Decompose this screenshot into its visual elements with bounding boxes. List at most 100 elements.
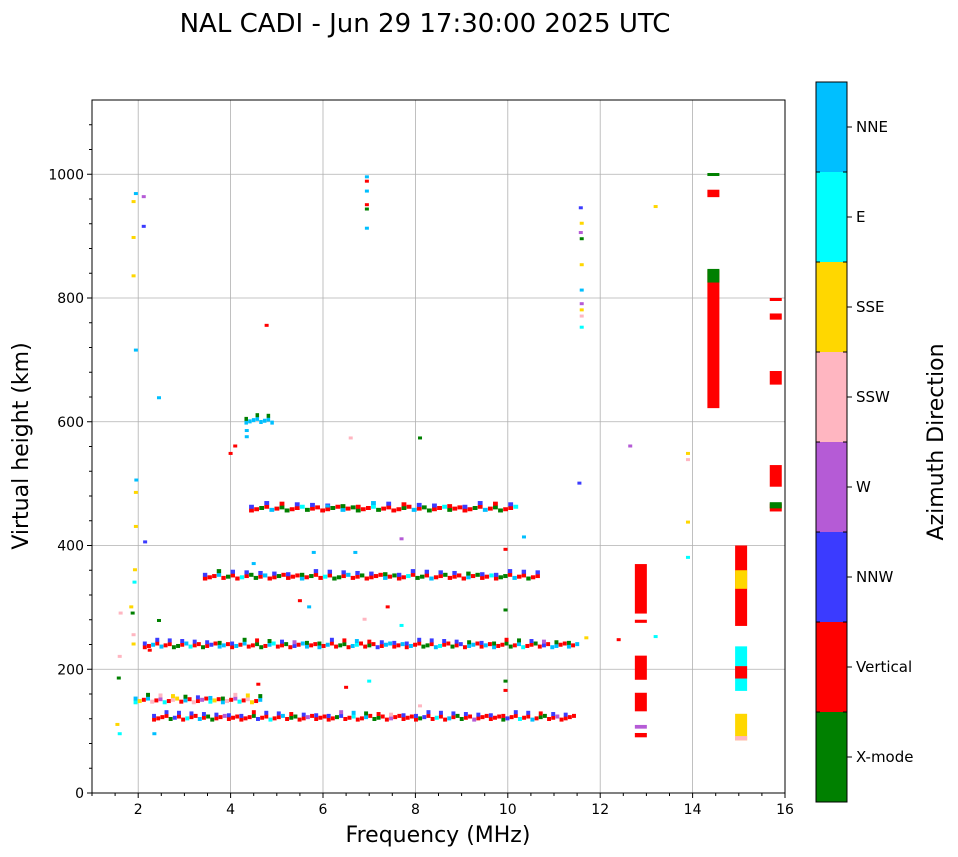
- echo-mark: [384, 717, 389, 722]
- echo-mark: [364, 715, 369, 720]
- echo-mark: [212, 698, 217, 703]
- echo-point: [244, 429, 249, 433]
- echo-mark: [438, 570, 443, 575]
- echo-mark: [341, 570, 346, 575]
- echo-mark: [359, 716, 364, 721]
- echo-mark: [386, 505, 392, 510]
- echo-mark: [482, 507, 488, 512]
- colorbar: X-mode Vertical NNW W SSW SSE E NNE: [815, 81, 913, 803]
- echo-mark: [414, 713, 418, 718]
- echo-mark: [537, 644, 542, 649]
- echo-mark: [239, 717, 244, 722]
- echo-mark: [367, 639, 372, 644]
- echo-mark: [559, 717, 564, 722]
- colorbar-label-x-mode: X-mode: [856, 748, 913, 766]
- echo-mark: [433, 575, 439, 580]
- echo-mark: [422, 715, 427, 720]
- echo-mark: [280, 643, 284, 648]
- echo-point: [364, 175, 369, 179]
- echo-mark: [163, 643, 168, 648]
- echo-mark: [185, 716, 190, 721]
- echo-mark: [406, 574, 411, 579]
- echo-mark: [551, 712, 556, 717]
- echo-mark: [542, 713, 547, 718]
- echo-mark: [479, 644, 484, 649]
- echo-mark: [305, 715, 310, 720]
- echo-mark: [162, 700, 167, 705]
- echo-mark: [301, 712, 306, 717]
- echo-mark: [288, 645, 293, 650]
- echo-mark: [247, 715, 252, 720]
- echo-point: [133, 524, 138, 528]
- echo-mark: [280, 639, 284, 644]
- echo-mark: [433, 645, 438, 650]
- echo-mark: [318, 575, 323, 580]
- echo-mark: [158, 697, 163, 702]
- echo-column: [707, 173, 720, 177]
- echo-column: [769, 371, 782, 385]
- echo-mark: [216, 697, 221, 702]
- echo-mark: [466, 575, 471, 580]
- colorbar-segment: [816, 172, 847, 262]
- echo-mark: [250, 643, 255, 648]
- echo-column: [707, 270, 720, 409]
- echo-mark: [249, 572, 254, 577]
- echo-mark: [256, 716, 260, 721]
- echo-mark: [251, 713, 256, 718]
- echo-mark: [244, 420, 248, 425]
- echo-point: [251, 562, 256, 566]
- echo-mark: [245, 697, 250, 702]
- echo-mark: [438, 710, 443, 715]
- echo-mark: [244, 574, 249, 579]
- echo-mark: [483, 643, 488, 648]
- colorbar-label-nnw: NNW: [856, 568, 893, 586]
- colorbar-label-vertical: Vertical: [856, 658, 912, 676]
- echo-column: [735, 570, 748, 589]
- echo-point: [685, 458, 690, 462]
- echo-mark: [272, 575, 277, 580]
- echo-mark: [351, 710, 356, 715]
- echo-mark: [191, 700, 196, 705]
- echo-mark: [159, 644, 164, 649]
- echo-mark: [299, 576, 305, 581]
- echo-mark: [314, 713, 319, 718]
- echo-mark: [150, 699, 155, 704]
- echo-mark: [526, 710, 531, 715]
- echo-point: [579, 221, 584, 225]
- echo-mark: [201, 645, 205, 650]
- echo-column: [769, 298, 782, 301]
- echo-point: [133, 490, 138, 494]
- echo-mark: [530, 575, 536, 580]
- echo-mark: [230, 569, 235, 574]
- echo-mark: [327, 573, 333, 578]
- echo-mark: [208, 695, 213, 700]
- colorbar-label-sse: SSE: [856, 298, 885, 316]
- echo-mark: [318, 715, 323, 720]
- echo-mark: [244, 570, 249, 575]
- echo-mark: [512, 575, 517, 580]
- echo-mark: [269, 507, 275, 512]
- echo-mark: [442, 504, 448, 509]
- echo-mark: [160, 715, 165, 720]
- echo-point: [132, 580, 137, 584]
- echo-point: [116, 676, 121, 680]
- echo-mark: [566, 644, 571, 649]
- echo-mark: [373, 574, 379, 579]
- echo-mark: [177, 714, 181, 719]
- echo-mark: [262, 573, 268, 578]
- echo-point: [653, 635, 658, 639]
- echo-point: [367, 679, 372, 683]
- echo-mark: [566, 640, 571, 645]
- colorbar-segment: [816, 262, 847, 352]
- echo-point: [503, 679, 508, 683]
- echo-mark: [295, 573, 300, 578]
- echo-mark: [263, 643, 268, 648]
- echo-mark: [442, 639, 447, 644]
- echo-mark: [177, 710, 181, 715]
- echo-mark: [383, 572, 388, 577]
- echo-mark: [317, 645, 322, 650]
- echo-mark: [530, 717, 535, 722]
- y-tick-label: 200: [57, 662, 84, 678]
- echo-mark: [480, 575, 485, 580]
